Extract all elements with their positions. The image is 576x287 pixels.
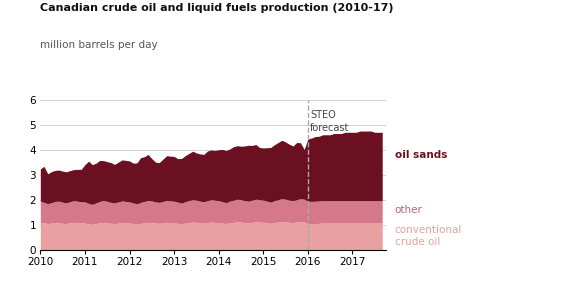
Text: million barrels per day: million barrels per day: [40, 40, 158, 50]
Text: oil sands: oil sands: [395, 150, 447, 160]
Text: other: other: [395, 205, 422, 215]
Text: conventional
crude oil: conventional crude oil: [395, 225, 462, 247]
Text: STEO
forecast: STEO forecast: [310, 110, 350, 133]
Text: Canadian crude oil and liquid fuels production (2010-17): Canadian crude oil and liquid fuels prod…: [40, 3, 394, 13]
